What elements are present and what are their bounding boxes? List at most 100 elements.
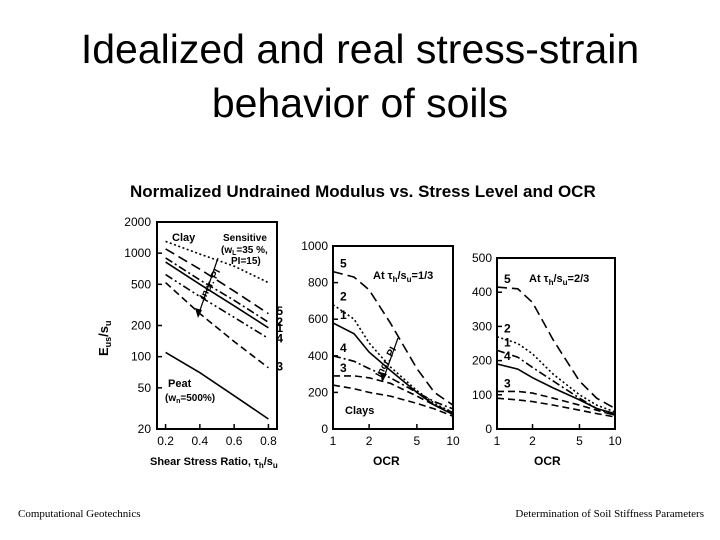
series-line: [332, 303, 454, 414]
x-tick-label: 5: [576, 434, 583, 448]
slide-title-line2: behavior of soils: [211, 80, 509, 126]
y-tick-label: 100: [131, 350, 151, 364]
y-tick-label: 300: [472, 319, 492, 333]
series-line: [165, 351, 269, 420]
panel-1-series: [165, 240, 269, 420]
x-tick-label: 10: [446, 434, 460, 448]
series-line: [165, 273, 269, 340]
series-line: [165, 261, 269, 329]
panel-2-ticks: [332, 245, 454, 430]
series-line: [333, 375, 454, 414]
panel-1-ticks: [157, 221, 270, 430]
series-line: [496, 286, 616, 410]
series-end-label: 1: [276, 321, 283, 335]
series-end-label: 2: [276, 315, 283, 329]
y-tick-label: 600: [308, 312, 328, 326]
slide-title-line1: Idealized and real stress-strain: [80, 26, 640, 72]
series-label: 4: [340, 341, 347, 355]
y-tick-label: 50: [138, 381, 152, 395]
panel-2-x-axis-label: OCR: [373, 454, 400, 468]
series-label: 3: [340, 361, 347, 375]
y-tick-label: 20: [138, 422, 152, 436]
series-line: [165, 248, 269, 315]
y-tick-label: 0: [485, 422, 492, 436]
series-line: [332, 322, 454, 416]
figure-title: Normalized Undrained Modulus vs. Stress …: [130, 182, 596, 201]
slide-title: Idealized and real stress-strain behavio…: [0, 22, 720, 130]
y-tick-label: 500: [131, 277, 151, 291]
panel-3-frame: [496, 257, 616, 430]
series-line: [165, 257, 269, 323]
y-tick-label: 1000: [301, 239, 328, 253]
series-label: 3: [504, 376, 511, 390]
y-tick-label: 0: [321, 422, 328, 436]
panel-2-header: At τh/su=1/3: [373, 270, 433, 284]
y-tick-label: 100: [472, 388, 492, 402]
panel-3-x-axis-label: OCR: [534, 454, 561, 468]
panel-2-annotation-clays: Clays: [345, 405, 374, 417]
series-label: 2: [340, 290, 347, 304]
series-line: [332, 270, 454, 406]
y-tick-label: 800: [308, 276, 328, 290]
series-line: [165, 282, 269, 369]
series-line: [332, 355, 454, 410]
series-label: 2: [504, 322, 511, 336]
x-tick-label: 1: [494, 434, 501, 448]
y-tick-label: 400: [308, 349, 328, 363]
x-tick-label: 10: [608, 434, 622, 448]
incr-pi-arrowhead: [195, 308, 202, 318]
x-tick-label: 2: [529, 434, 536, 448]
x-tick-label: 0.8: [260, 434, 277, 448]
y-tick-label: 400: [472, 285, 492, 299]
panel-3-series: [496, 286, 616, 418]
x-tick-label: 2: [366, 434, 373, 448]
x-tick-label: 1: [330, 434, 337, 448]
series-label: 1: [504, 335, 511, 349]
x-axis-label: Shear Stress Ratio, τh/su: [150, 456, 278, 470]
annotation-sensitive: Sensitive: [223, 233, 267, 244]
panel-2-frame: [332, 245, 454, 430]
panel-ocr-1-3: 0 200 400 600 800 1000 1 2 5 10 5 2 1 4 3 At τh/su=1/3…: [301, 239, 460, 468]
annotation-peat-wn: (wn=500%): [165, 393, 215, 405]
y-tick-label: 500: [472, 251, 492, 265]
y-tick-label: 200: [472, 354, 492, 368]
series-line: [497, 390, 616, 417]
series-line: [332, 384, 454, 417]
panel-2-series: [332, 270, 454, 417]
panel-3-ticks: [496, 257, 616, 430]
series-label: 5: [340, 257, 347, 271]
series-line: [496, 335, 616, 413]
annotation-clay: Clay: [172, 232, 196, 244]
footer-topic: Determination of Soil Stiffness Paramete…: [515, 508, 704, 520]
y-tick-label: 200: [308, 385, 328, 399]
y-axis-label: Eus/su: [96, 320, 113, 356]
incr-pi-arrow: [197, 257, 219, 317]
panel-2-incr-pi-arrowhead: [380, 372, 387, 382]
x-tick-label: 0.2: [157, 434, 174, 448]
annotation-peat: Peat: [168, 378, 192, 390]
y-tick-label: 200: [131, 319, 151, 333]
series-end-label: 3: [276, 360, 283, 374]
y-tick-label: 2000: [124, 215, 151, 229]
annotation-sensitive-pi: PI=15): [231, 256, 261, 267]
series-label: 4: [504, 349, 511, 363]
x-tick-label: 5: [414, 434, 421, 448]
y-tick-label: 1000: [124, 246, 151, 260]
x-tick-label: 0.4: [192, 434, 209, 448]
series-end-label: 4: [276, 331, 283, 345]
panel-2-incr-pi-arrow: [382, 337, 399, 381]
series-line: [496, 397, 616, 418]
series-label: 1: [340, 308, 347, 322]
x-tick-label: 0.6: [226, 434, 243, 448]
series-line: [496, 363, 616, 415]
series-label: 5: [504, 272, 511, 286]
annotation-sensitive-wl: (wL=35 %,: [221, 245, 268, 257]
panel-2-labels: 0 200 400 600 800 1000 1 2 5 10 5 2 1 4 3: [301, 239, 460, 448]
panel-3-header: At τh/su=2/3: [529, 273, 589, 287]
footer-course-name: Computational Geotechnics: [18, 508, 141, 520]
